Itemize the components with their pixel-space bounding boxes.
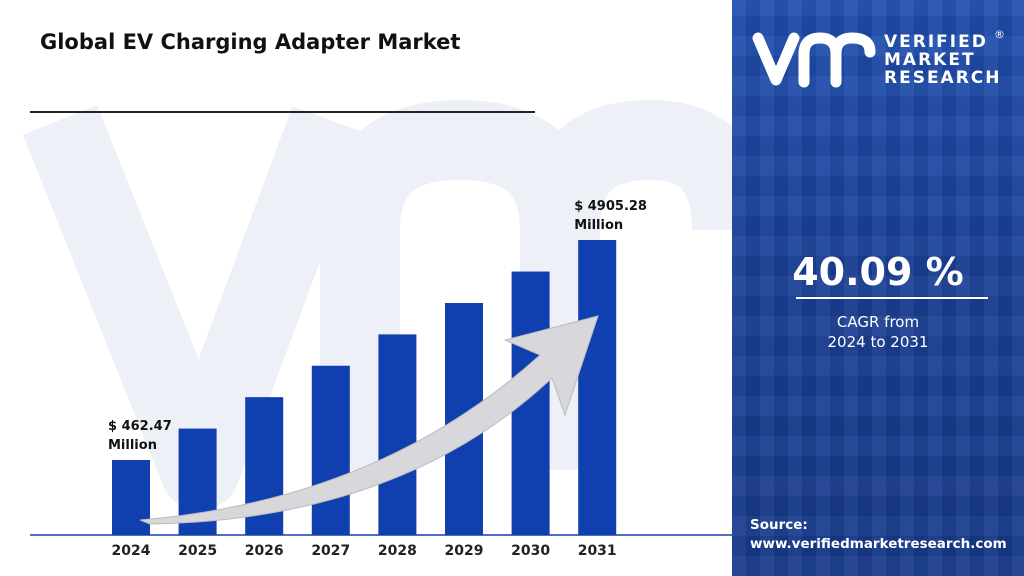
brand-line-2: MARKET [884,50,976,70]
bar-chart: 2024 2025 2026 2027 2028 2029 2030 2031 $ 462.47… [30,199,732,559]
source-label: Source: [750,517,808,533]
cagr-label-line-1: CAGR from [836,313,920,331]
info-panel: VERIFIED MARKET RESEARCH ® 40.09 % CAGR … [732,0,1024,576]
cagr-divider [796,297,988,299]
source: Source: www.verifiedmarketresearch.com [750,516,1007,554]
brand-name: VERIFIED MARKET RESEARCH [884,33,1002,87]
x-tick-label-2029: 2029 [445,543,484,559]
cagr-value: 40.09 % [792,250,964,294]
brand-line-3: RESEARCH [884,68,1002,88]
cagr-label: CAGR from 2024 to 2031 [732,312,1024,352]
data-label-2024-unit: Million [108,438,157,453]
cagr-label-line-2: 2024 to 2031 [827,333,929,351]
source-url[interactable]: www.verifiedmarketresearch.com [750,536,1007,552]
data-label-2024-value: $ 462.47 [108,419,172,434]
registered-mark: ® [994,28,1005,41]
x-tick-label-2031: 2031 [578,543,617,559]
x-tick-label-2030: 2030 [511,543,550,559]
traffic-background-image [732,0,1024,576]
chart-panel: Global EV Charging Adapter Market 2024 20… [22,30,732,559]
bar-2024 [112,460,150,535]
data-label-2031-value: $ 4905.28 [574,199,647,214]
brand-line-1: VERIFIED [884,32,988,52]
x-tick-label-2025: 2025 [178,543,217,559]
x-tick-label-2026: 2026 [245,543,284,559]
vmr-logo [752,32,876,88]
x-tick-label-2027: 2027 [311,543,350,559]
data-label-2031-unit: Million [574,218,623,233]
title-divider [30,111,535,113]
bar-2027 [311,365,350,535]
trend-arrow [139,315,599,525]
chart-title: Global EV Charging Adapter Market [40,30,461,54]
watermark-m-shape [320,99,732,470]
x-tick-label-2028: 2028 [378,543,417,559]
bar-2028 [378,334,417,535]
x-tick-label-2024: 2024 [112,543,151,559]
bar-2031 [578,240,617,535]
